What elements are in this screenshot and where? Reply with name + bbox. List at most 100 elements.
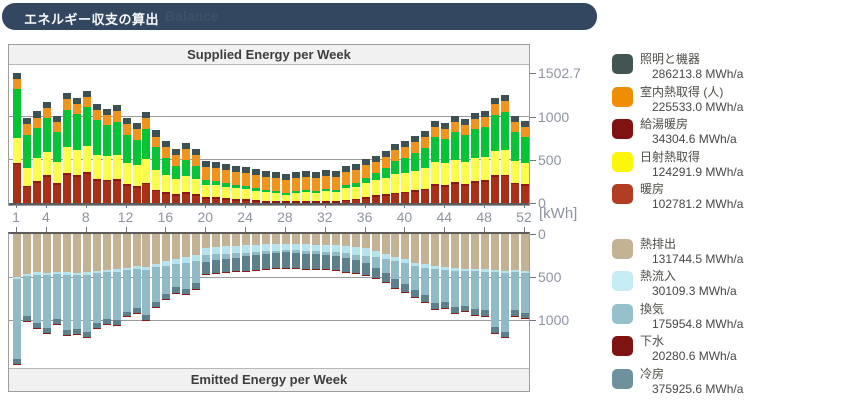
bar-week-45 (451, 65, 460, 203)
segment (242, 256, 251, 271)
section-header[interactable]: Balance エネルギー収支の算出 (2, 3, 597, 30)
legend-item-label: 室内熱取得 (人) (640, 84, 724, 99)
segment (371, 180, 380, 196)
segment (92, 103, 101, 110)
legend: 照明と機器 286213.8 MWh/a 室内熱取得 (人) 225533.0 MWh… (612, 52, 858, 399)
bar-week-31 (311, 65, 320, 203)
segment (92, 178, 101, 181)
segment (311, 171, 320, 178)
segment (421, 148, 430, 169)
legend-item-label: 下水 (640, 334, 665, 348)
segment (431, 302, 440, 310)
segment (92, 323, 101, 329)
segment (291, 177, 300, 191)
segment (291, 190, 300, 194)
segment (72, 97, 81, 104)
segment (381, 234, 390, 254)
y-tick-dash (530, 277, 536, 279)
bar-week-24 (242, 65, 251, 203)
x-tick-mark (404, 204, 406, 208)
segment (82, 274, 91, 332)
segment (411, 234, 420, 263)
segment (142, 234, 151, 267)
segment (232, 234, 241, 246)
segment (331, 189, 340, 193)
segment (102, 234, 111, 271)
bar-week-43 (431, 65, 440, 203)
legend-item-emitted-3: 換気 175954.8 MWh/a (612, 302, 858, 335)
segment (381, 272, 390, 282)
segment (511, 272, 519, 311)
segment (511, 315, 519, 317)
segment (471, 128, 480, 159)
segment (520, 162, 529, 185)
bar-week-14 (142, 65, 151, 203)
segment (142, 184, 151, 203)
bar-week-9 (92, 234, 101, 368)
legend-swatch (612, 238, 633, 259)
segment (122, 184, 131, 187)
segment (192, 289, 201, 290)
segment (212, 185, 221, 197)
segment (32, 181, 41, 184)
segment (132, 186, 141, 188)
legend-item-label: 熱流入 (640, 269, 677, 283)
segment (92, 234, 101, 272)
segment (311, 177, 320, 191)
segment (491, 98, 500, 105)
x-tick-mark (523, 204, 525, 208)
segment (520, 126, 529, 138)
segment (271, 193, 280, 202)
segment (222, 246, 231, 254)
segment (520, 318, 529, 320)
segment (401, 146, 410, 159)
segment (481, 110, 490, 117)
segment (42, 234, 51, 273)
segment (192, 154, 201, 167)
x-tick-mark (45, 204, 47, 208)
segment (441, 122, 450, 129)
segment (102, 323, 111, 325)
segment (311, 251, 320, 255)
segment (301, 234, 310, 245)
segment (232, 188, 241, 200)
segment (62, 174, 71, 203)
bar-week-3 (32, 234, 41, 368)
segment (271, 253, 280, 269)
segment (471, 271, 480, 310)
x-tick-mark (444, 227, 446, 232)
segment (162, 157, 171, 175)
segment (182, 234, 191, 258)
segment (182, 262, 191, 289)
segment (152, 136, 161, 148)
segment (32, 322, 41, 328)
segment (431, 120, 440, 127)
segment (451, 132, 460, 160)
segment (341, 258, 350, 272)
bar-week-51 (511, 65, 519, 203)
bar-week-11 (112, 65, 121, 203)
segment (62, 146, 71, 173)
segment (481, 127, 490, 158)
bar-week-21 (212, 234, 221, 368)
segment (351, 198, 360, 201)
segment (13, 162, 21, 165)
segment (72, 333, 81, 335)
segment (82, 272, 91, 275)
segment (341, 246, 350, 254)
segment (520, 185, 529, 203)
segment (331, 192, 340, 202)
segment (520, 313, 529, 319)
segment (142, 118, 151, 130)
segment (381, 193, 390, 196)
x-tick-mark (284, 204, 286, 208)
segment (471, 234, 480, 269)
segment (172, 195, 181, 203)
segment (112, 272, 121, 321)
x-tick-mark (16, 227, 17, 232)
segment (381, 281, 390, 283)
segment (291, 268, 300, 269)
segment (122, 270, 131, 312)
segment (341, 199, 350, 202)
segment (431, 137, 440, 163)
